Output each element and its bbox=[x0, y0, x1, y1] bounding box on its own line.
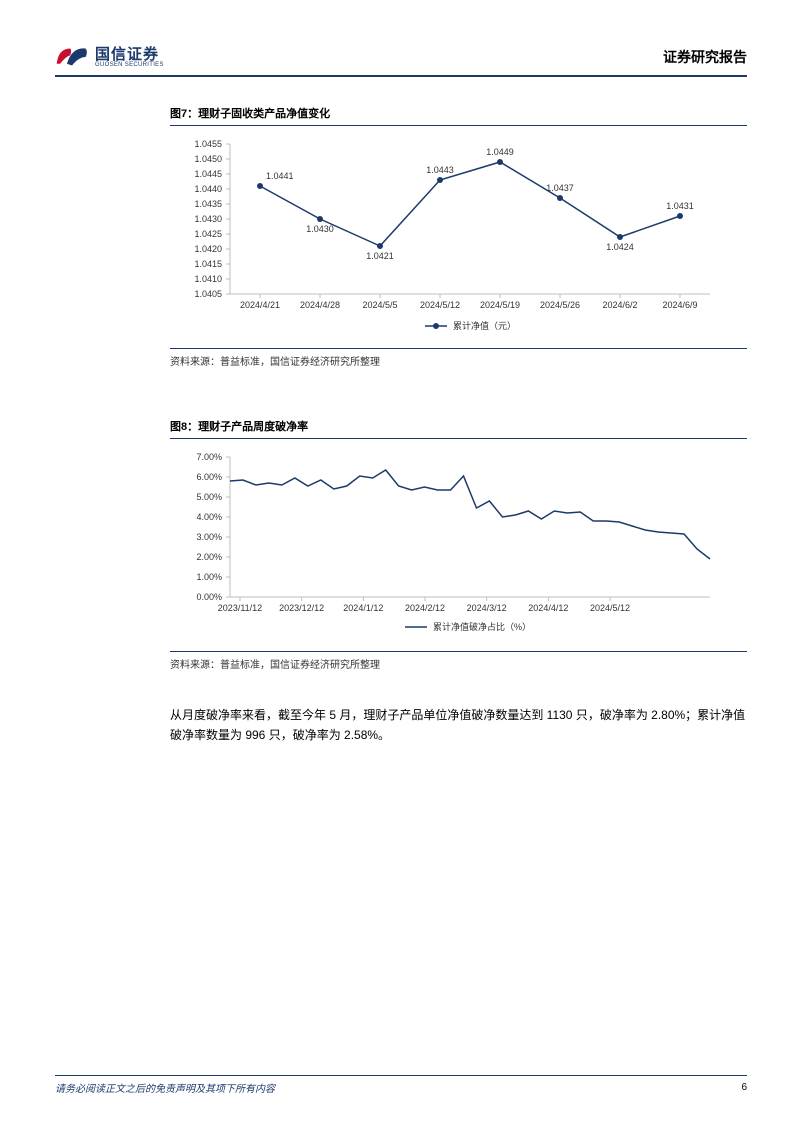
svg-text:1.0420: 1.0420 bbox=[194, 244, 222, 254]
svg-text:1.0425: 1.0425 bbox=[194, 229, 222, 239]
logo-block: 国信证券 GUOSEN SECURITIES bbox=[55, 45, 164, 69]
svg-text:2024/5/12: 2024/5/12 bbox=[420, 300, 460, 310]
figure-8-title: 图8：理财子产品周度破净率 bbox=[170, 418, 747, 439]
svg-text:6.00%: 6.00% bbox=[196, 472, 222, 482]
svg-text:累计净值破净占比（%）: 累计净值破净占比（%） bbox=[433, 621, 531, 632]
svg-text:1.0430: 1.0430 bbox=[306, 224, 334, 234]
svg-text:1.0430: 1.0430 bbox=[194, 214, 222, 224]
svg-text:7.00%: 7.00% bbox=[196, 452, 222, 462]
figure-8-source: 资料来源：普益标准，国信证券经济研究所整理 bbox=[170, 651, 747, 671]
logo-text: 国信证券 GUOSEN SECURITIES bbox=[95, 47, 164, 68]
figure-7: 图7：理财子固收类产品净值变化 1.0405 1.0410 1.0415 1.0420… bbox=[170, 105, 747, 368]
svg-text:2024/2/12: 2024/2/12 bbox=[405, 603, 445, 613]
logo-cn: 国信证券 bbox=[95, 47, 164, 62]
svg-text:1.0435: 1.0435 bbox=[194, 199, 222, 209]
svg-text:2024/4/28: 2024/4/28 bbox=[300, 300, 340, 310]
svg-text:1.0424: 1.0424 bbox=[606, 242, 634, 252]
page-footer: 请务必阅读正文之后的免责声明及其项下所有内容 6 bbox=[55, 1075, 747, 1095]
svg-text:2023/11/12: 2023/11/12 bbox=[218, 603, 262, 613]
svg-text:1.0441: 1.0441 bbox=[266, 171, 294, 181]
svg-text:4.00%: 4.00% bbox=[196, 512, 222, 522]
svg-text:1.0410: 1.0410 bbox=[194, 274, 222, 284]
svg-text:5.00%: 5.00% bbox=[196, 492, 222, 502]
svg-text:2024/1/12: 2024/1/12 bbox=[343, 603, 383, 613]
figure-7-chart: 1.0405 1.0410 1.0415 1.0420 1.0425 1.0430 1.04… bbox=[170, 126, 747, 348]
svg-text:2024/5/19: 2024/5/19 bbox=[480, 300, 520, 310]
svg-text:1.0431: 1.0431 bbox=[666, 201, 694, 211]
svg-text:2024/6/2: 2024/6/2 bbox=[602, 300, 637, 310]
svg-text:1.0437: 1.0437 bbox=[546, 183, 574, 193]
logo-en: GUOSEN SECURITIES bbox=[95, 62, 164, 68]
figure-8-chart: 0.00% 1.00% 2.00% 3.00% 4.00% 5.00% 6.00% 7.00%… bbox=[170, 439, 747, 651]
svg-text:1.0455: 1.0455 bbox=[194, 139, 222, 149]
svg-text:2024/5/26: 2024/5/26 bbox=[540, 300, 580, 310]
svg-text:1.0440: 1.0440 bbox=[194, 184, 222, 194]
svg-text:2024/6/9: 2024/6/9 bbox=[662, 300, 697, 310]
svg-text:2024/3/12: 2024/3/12 bbox=[467, 603, 507, 613]
svg-text:1.0405: 1.0405 bbox=[194, 289, 222, 299]
svg-text:2023/12/12: 2023/12/12 bbox=[279, 603, 324, 613]
svg-text:1.0445: 1.0445 bbox=[194, 169, 222, 179]
svg-text:2024/4/12: 2024/4/12 bbox=[528, 603, 568, 613]
body-paragraph: 从月度破净率来看，截至今年 5 月，理财子产品单位净值破净数量达到 1130 只… bbox=[170, 705, 747, 746]
svg-text:1.0443: 1.0443 bbox=[426, 165, 454, 175]
svg-text:2.00%: 2.00% bbox=[196, 552, 222, 562]
line-chart-icon: 0.00% 1.00% 2.00% 3.00% 4.00% 5.00% 6.00% 7.00%… bbox=[170, 447, 730, 647]
svg-text:1.0415: 1.0415 bbox=[194, 259, 222, 269]
svg-text:1.0421: 1.0421 bbox=[366, 251, 394, 261]
footer-page-number: 6 bbox=[741, 1082, 747, 1093]
page-header: 国信证券 GUOSEN SECURITIES 证券研究报告 bbox=[55, 45, 747, 77]
svg-text:1.00%: 1.00% bbox=[196, 572, 222, 582]
figure-7-source: 资料来源：普益标准，国信证券经济研究所整理 bbox=[170, 348, 747, 368]
svg-text:1.0450: 1.0450 bbox=[194, 154, 222, 164]
report-title: 证券研究报告 bbox=[663, 47, 747, 67]
footer-disclaimer: 请务必阅读正文之后的免责声明及其项下所有内容 bbox=[55, 1080, 275, 1095]
svg-text:3.00%: 3.00% bbox=[196, 532, 222, 542]
figure-8: 图8：理财子产品周度破净率 0.00% 1.00% 2.00% 3.00% 4.00% 5… bbox=[170, 418, 747, 671]
svg-text:0.00%: 0.00% bbox=[196, 592, 222, 602]
svg-text:累计净值（元）: 累计净值（元） bbox=[453, 320, 516, 331]
svg-text:2024/5/12: 2024/5/12 bbox=[590, 603, 630, 613]
svg-text:2024/5/5: 2024/5/5 bbox=[362, 300, 397, 310]
figure-7-title: 图7：理财子固收类产品净值变化 bbox=[170, 105, 747, 126]
guosen-logo-icon bbox=[55, 45, 89, 69]
svg-text:2024/4/21: 2024/4/21 bbox=[240, 300, 280, 310]
svg-text:1.0449: 1.0449 bbox=[486, 147, 514, 157]
line-chart-icon: 1.0405 1.0410 1.0415 1.0420 1.0425 1.0430 1.04… bbox=[170, 134, 730, 344]
